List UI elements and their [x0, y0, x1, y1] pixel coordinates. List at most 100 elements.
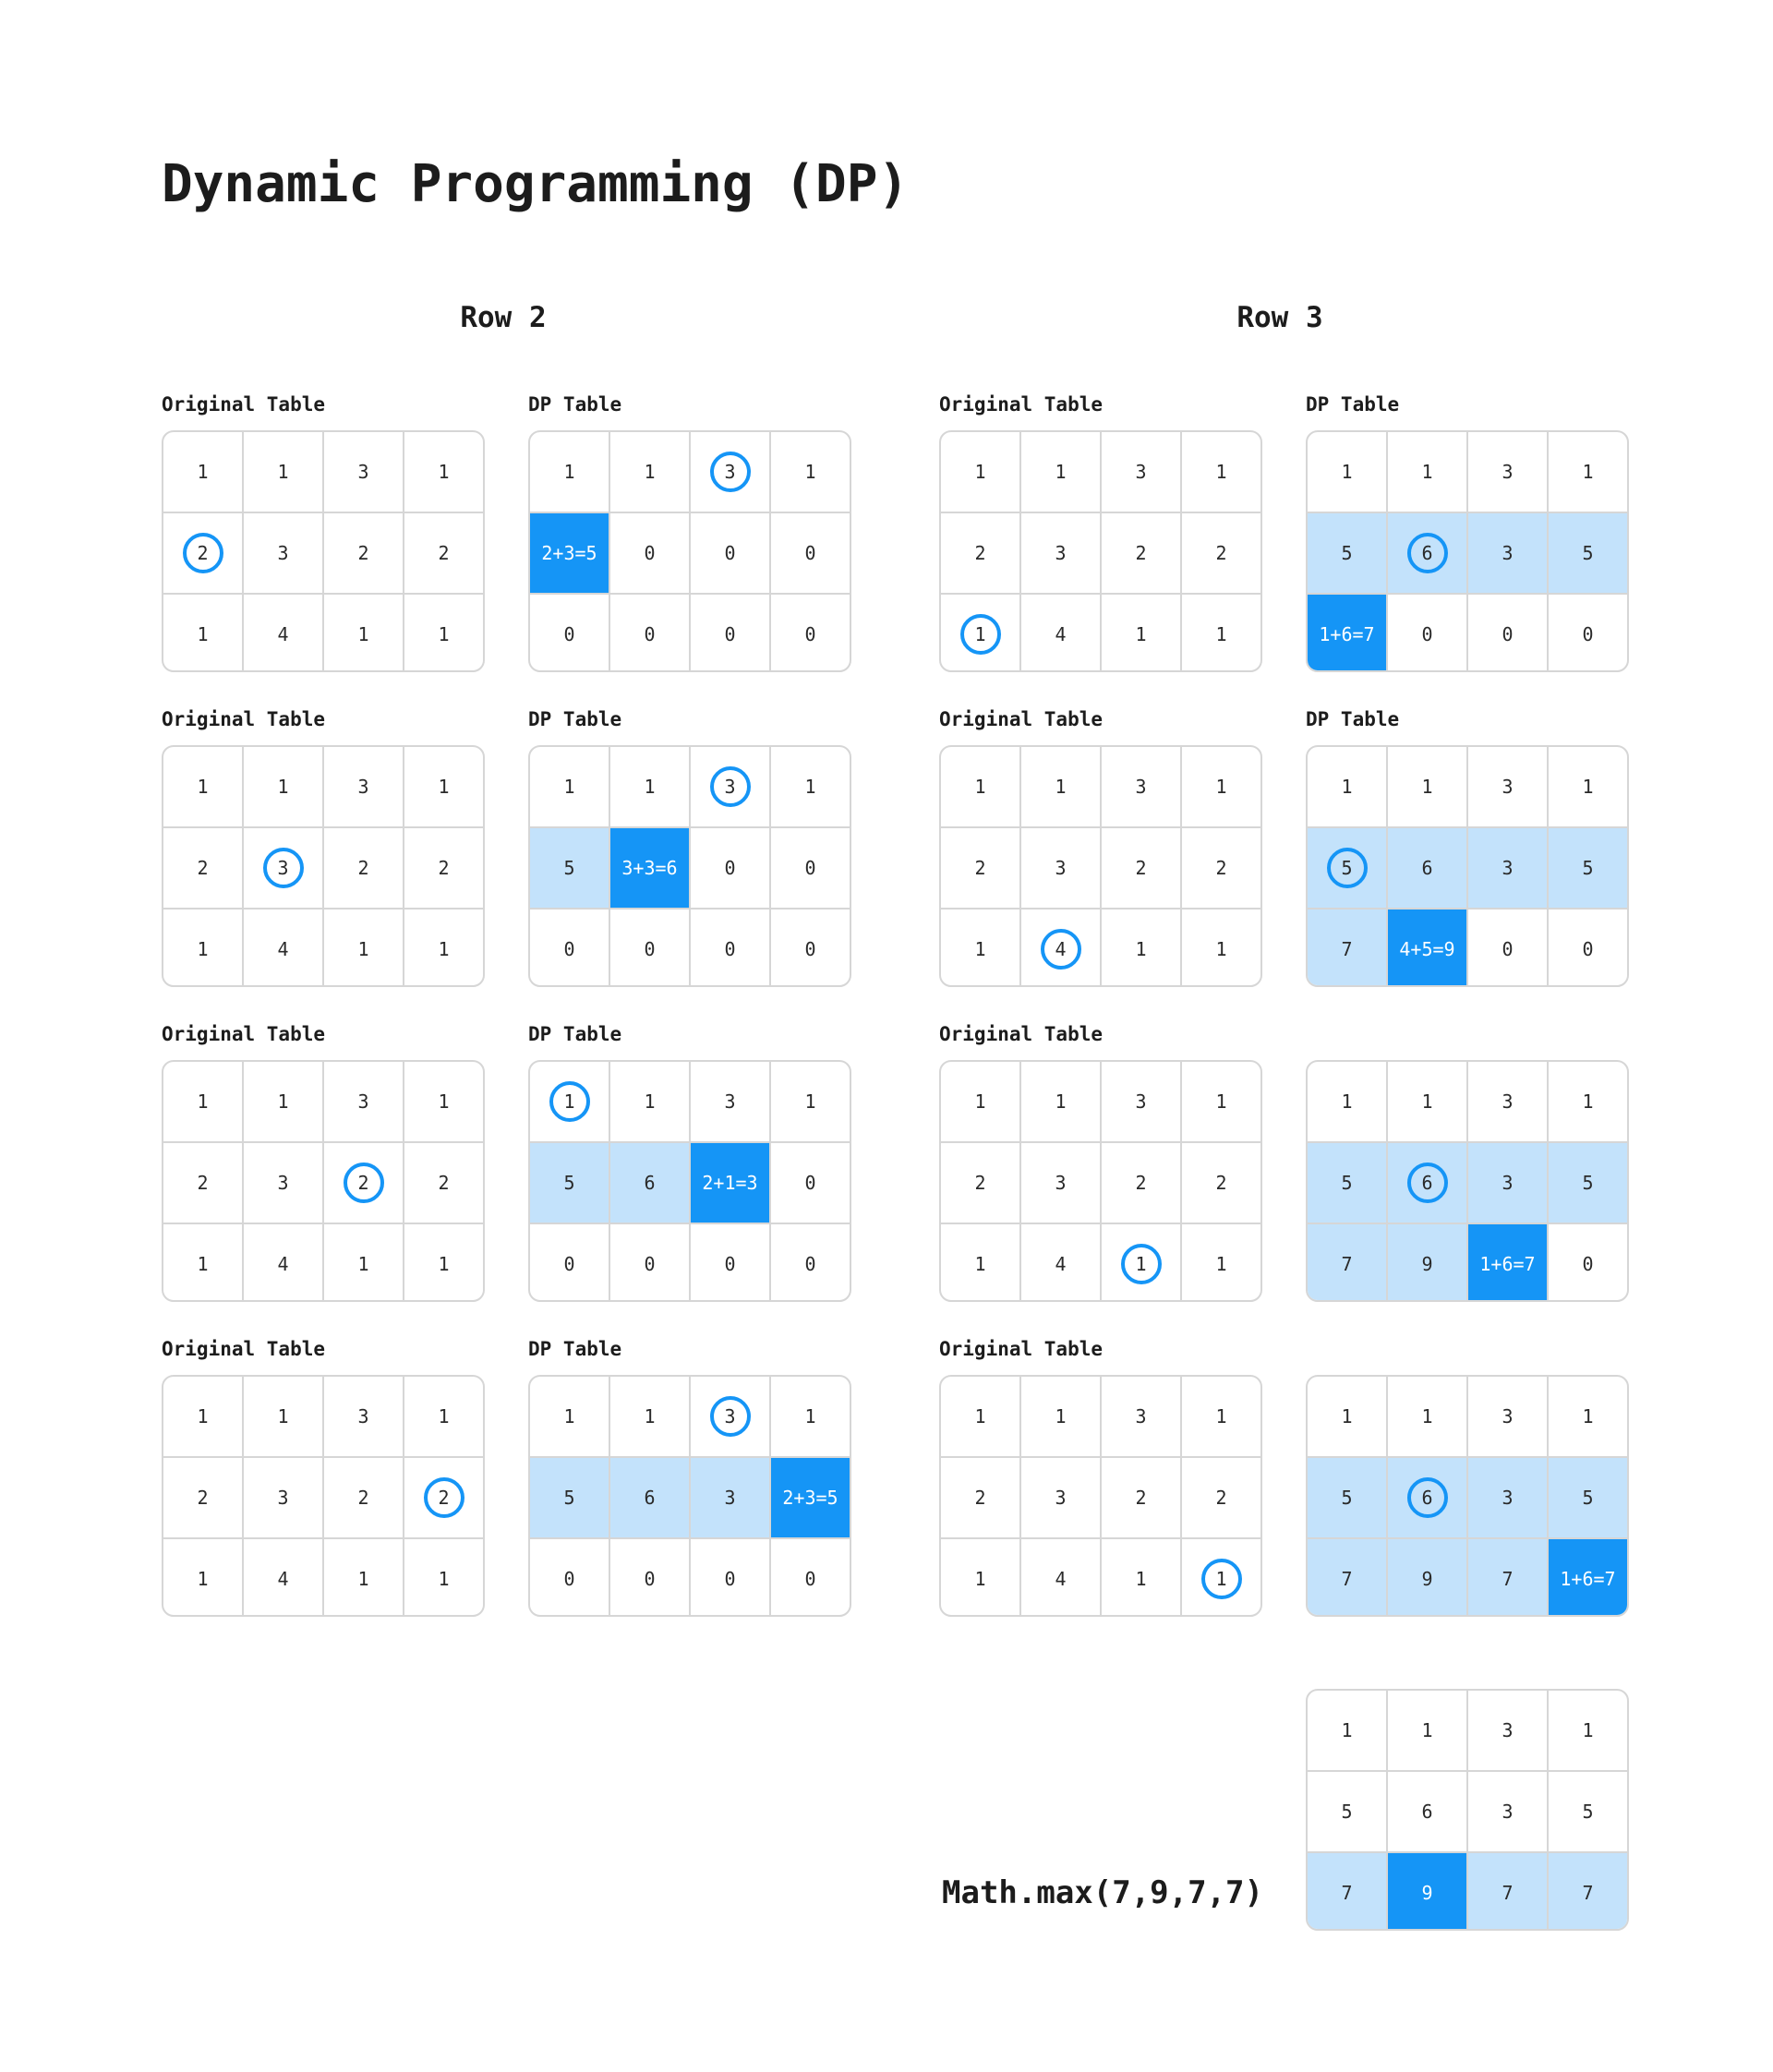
- grid-cell: 0: [769, 828, 850, 908]
- grid-cell: 1: [974, 776, 986, 798]
- grid-cell: 3: [1100, 1377, 1180, 1456]
- grid-cell: 7: [1308, 1224, 1386, 1300]
- grid-cell: 1: [322, 1539, 403, 1615]
- dp-table: 1 1 3 1 5 6 3 5 1+6=7 0 0 0: [1306, 430, 1629, 672]
- grid-cell: 1: [1386, 747, 1466, 826]
- grid-row: 5 6 2+1=3 0: [530, 1141, 850, 1223]
- grid-cell: 1: [974, 938, 986, 960]
- grid-cell: 3: [689, 1062, 769, 1141]
- grid-cell: 3: [1466, 1772, 1547, 1851]
- grid-cell: 1: [974, 1405, 986, 1428]
- grid-cell: 0: [563, 938, 575, 960]
- grid-cell: 1: [1341, 776, 1353, 798]
- cell-value: 2: [438, 1487, 450, 1509]
- grid-cell: 1: [530, 1062, 609, 1141]
- grid-cell: 2: [1180, 1458, 1260, 1537]
- grid-row: 7 9 7 1+6=7: [1308, 1537, 1627, 1615]
- grid-cell: 6: [1386, 1458, 1466, 1537]
- grid-cell: 6: [609, 1143, 689, 1223]
- grid-cell: 3: [1466, 747, 1547, 826]
- grid-cell: 1: [197, 1090, 209, 1113]
- grid-cell: 6: [1386, 513, 1466, 593]
- grid-cell: 1: [403, 595, 483, 670]
- grid-cell: 5: [1547, 1458, 1627, 1537]
- grid-cell: 0: [609, 513, 689, 593]
- grid-cell: 2: [974, 1172, 986, 1194]
- grid-cell: 3: [689, 747, 769, 826]
- grid-cell: 0: [1386, 595, 1466, 670]
- grid-cell: 7: [1308, 910, 1386, 985]
- grid-cell: 7: [1466, 1539, 1547, 1615]
- grid-cell: 1: [974, 1568, 986, 1590]
- grid-cell: 0: [689, 513, 769, 593]
- original-table-label: Original Table: [162, 708, 326, 730]
- grid-cell: 3: [1019, 1458, 1100, 1537]
- grid-cell: 1: [609, 1062, 689, 1141]
- grid-cell: 2+3=5: [769, 1458, 850, 1537]
- grid-cell: 1: [1180, 1062, 1260, 1141]
- grid-cell: 1: [197, 1405, 209, 1428]
- grid-cell: 3: [1100, 1062, 1180, 1141]
- grid-cell: 6: [609, 1458, 689, 1537]
- grid-cell: 3: [1019, 513, 1100, 593]
- original-table-label: Original Table: [939, 393, 1104, 416]
- grid-cell: 1: [1341, 1090, 1353, 1113]
- grid-cell: 1: [1341, 1405, 1353, 1428]
- grid-cell: 3: [322, 1062, 403, 1141]
- grid-cell: 2: [322, 1458, 403, 1537]
- grid-cell: 5: [530, 828, 609, 908]
- grid-cell: 1: [1180, 1377, 1260, 1456]
- grid-cell: 2: [163, 513, 242, 593]
- grid-cell: 0: [769, 910, 850, 985]
- grid-cell: 0: [689, 1224, 769, 1300]
- grid-cell: 1: [769, 1062, 850, 1141]
- highlight-circle: 3: [709, 1396, 751, 1437]
- dp-table-label: DP Table: [528, 393, 622, 416]
- cell-value: 6: [1421, 1487, 1433, 1509]
- grid-cell: 1: [563, 1405, 575, 1428]
- grid-cell: 5: [530, 1458, 609, 1537]
- cell-value: 2: [357, 1172, 369, 1194]
- grid-cell: 1: [1547, 1062, 1627, 1141]
- grid-cell: 9: [1386, 1539, 1466, 1615]
- highlight-circle: 6: [1406, 533, 1448, 573]
- dp-table: 1 1 3 1 5 6 2+1=3 0 0 0 0 0: [528, 1060, 851, 1302]
- original-table-label: Original Table: [162, 393, 326, 416]
- grid-cell: 1: [322, 1224, 403, 1300]
- dp-table-label: DP Table: [528, 708, 622, 730]
- grid-cell: 3: [242, 828, 322, 908]
- grid-cell: 1: [1180, 910, 1260, 985]
- grid-cell: 1: [242, 432, 322, 512]
- grid-cell: 0: [1547, 595, 1627, 670]
- grid-cell: 5: [1547, 1143, 1627, 1223]
- grid-cell: 1: [1547, 1377, 1627, 1456]
- grid-cell: 1: [1100, 910, 1180, 985]
- grid-cell: 3: [1466, 1143, 1547, 1223]
- grid-cell: 3: [242, 513, 322, 593]
- cell-value: 1: [563, 1090, 575, 1113]
- grid-cell: 2: [403, 1143, 483, 1223]
- column-heading: Row 2: [460, 301, 547, 334]
- grid-cell: 1: [1547, 432, 1627, 512]
- grid-cell: 1: [197, 776, 209, 798]
- dp-table: 1 1 3 1 5 6 3 5 7 9 1+6=7 0: [1306, 1060, 1629, 1302]
- dp-table: 1 1 3 1 5 6 3 5 7 9 7 1+6=7: [1306, 1375, 1629, 1617]
- grid-cell: 1: [609, 432, 689, 512]
- dp-table-label: DP Table: [1306, 393, 1400, 416]
- grid-cell: 1: [1019, 747, 1100, 826]
